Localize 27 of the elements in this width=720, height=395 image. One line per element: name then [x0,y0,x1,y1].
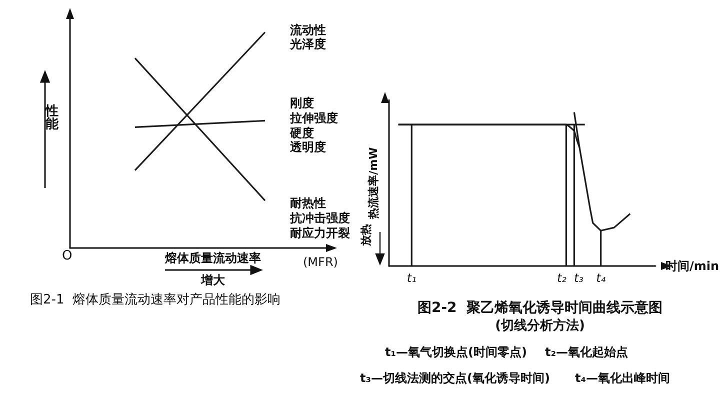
annotation: 透明度 [289,140,326,154]
annotation: 刚度 [290,96,314,110]
y-axis-title: 热流速率/mW [367,147,380,220]
annotation: 抗冲击强度 [289,211,350,225]
annotation: 耐应力开裂 [290,226,350,240]
text: (MFR) [303,255,338,269]
x-tick-label: t₃ [574,271,584,285]
annotation: 流动性 [289,23,326,37]
annotation: 光泽度 [289,37,326,51]
x-tick-label: t₁ [406,271,417,285]
text: (切线分析方法) [495,318,585,334]
text: t₁—氧气切换点(时间零点) [385,345,527,359]
text: 图2-2 聚乙烯氧化诱导时间曲线示意图 [417,299,663,316]
y-axis-title: 性能 [44,104,60,132]
x-axis-title: 熔体质量流动速率 [164,251,261,265]
text: t₂—氧化起始点 [545,345,628,359]
text: 增大 [200,273,226,287]
text: O [62,248,72,264]
annotation: 耐热性 [290,196,326,210]
text: 图2-1 熔体质量流动速率对产品性能的影响 [30,292,280,308]
x-tick-label: t₄ [596,271,606,285]
x-tick-label: t₂ [556,271,567,285]
annotation: 拉伸强度 [289,111,338,125]
text: t₃—切线法测的交点(氧化诱导时间) [360,371,550,385]
text: 放热 [360,224,372,247]
annotation: 硬度 [289,126,314,140]
text: t₄—氧化出峰时间 [575,371,670,385]
